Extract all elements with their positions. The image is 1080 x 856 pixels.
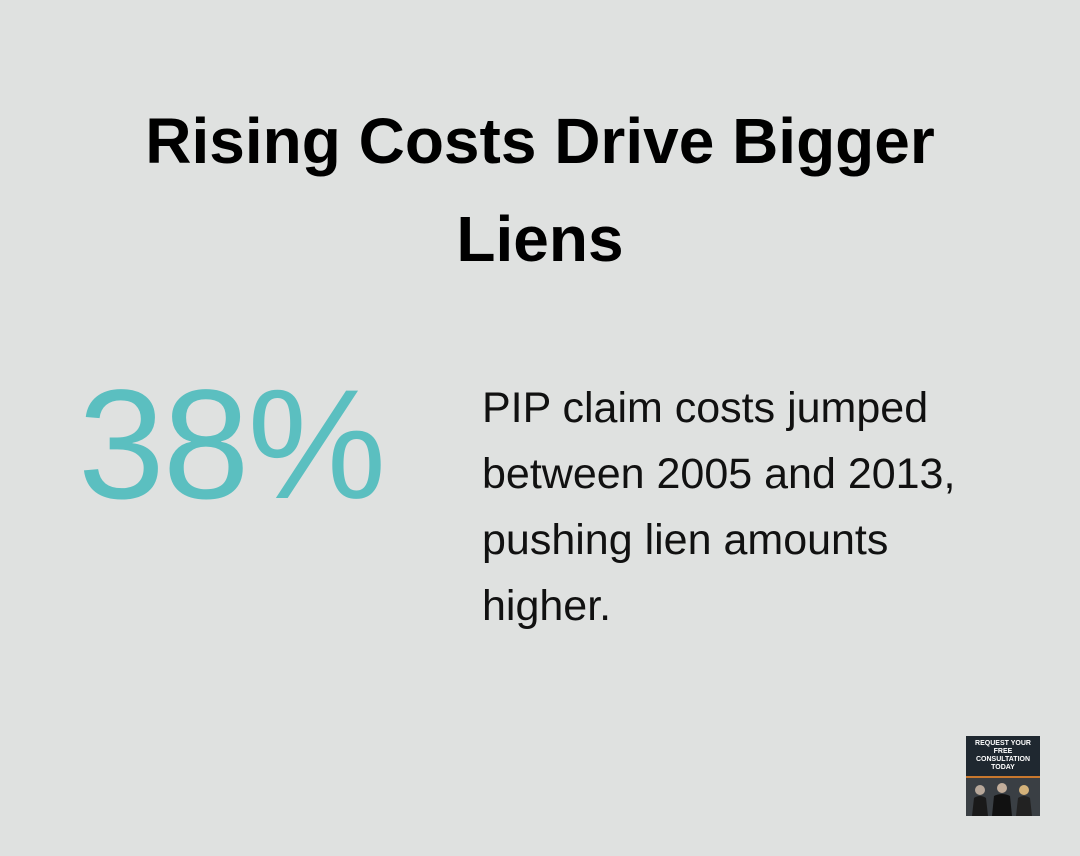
person xyxy=(975,785,985,795)
badge-text: REQUEST YOUR FREE CONSULTATION TODAY xyxy=(975,740,1031,771)
stat-value: 38% xyxy=(78,358,386,532)
person xyxy=(997,783,1007,793)
stat-description: PIP claim costs jumped between 2005 and … xyxy=(482,384,956,630)
person xyxy=(1016,796,1032,816)
accent-line xyxy=(966,776,1040,778)
badge-photo xyxy=(966,776,1040,816)
person xyxy=(992,794,1012,816)
consultation-badge[interactable]: REQUEST YOUR FREE CONSULTATION TODAY xyxy=(966,736,1040,816)
title: Rising Costs Drive Bigger Liens xyxy=(145,105,935,275)
person xyxy=(1019,785,1029,795)
person xyxy=(972,796,988,816)
